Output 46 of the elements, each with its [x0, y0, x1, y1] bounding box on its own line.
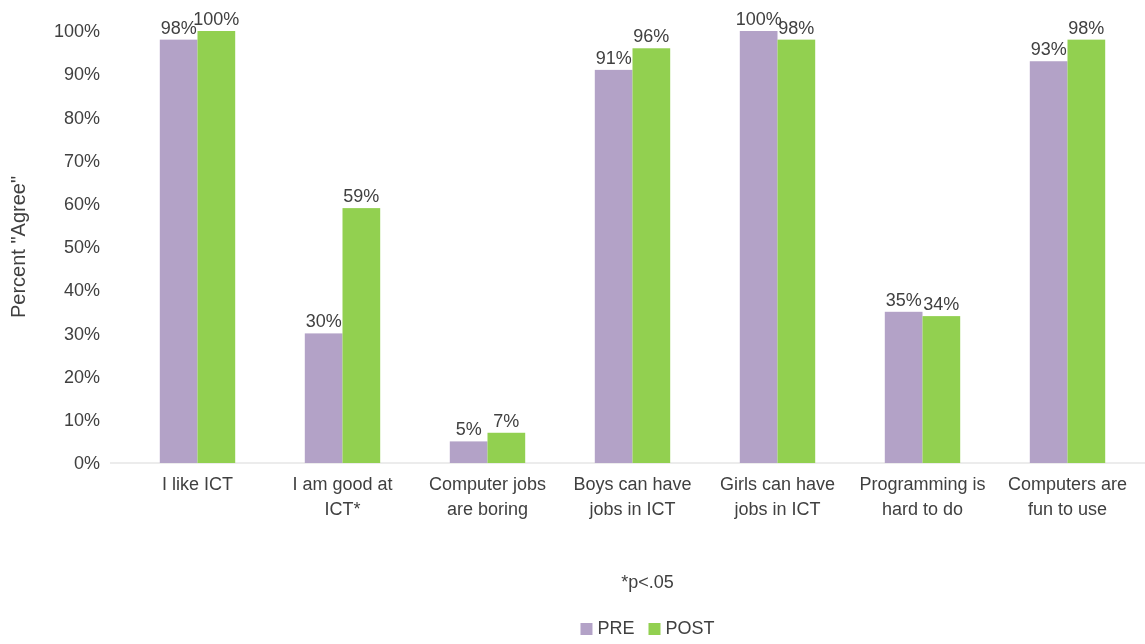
- data-label: 91%: [595, 47, 632, 68]
- x-tick-label: Programming is hard to do: [859, 474, 986, 519]
- x-tick-label: Boys can have jobs in ICT: [573, 474, 692, 519]
- y-tick-label: 90%: [63, 64, 100, 85]
- x-tick-label: Computers are fun to use: [1007, 474, 1128, 519]
- bar: [594, 69, 633, 463]
- y-tick-label: 70%: [63, 150, 100, 171]
- legend-label: POST: [665, 618, 715, 638]
- bar: [922, 316, 961, 463]
- x-tick-label: Girls can have jobs in ICT: [719, 474, 836, 519]
- data-label: 96%: [633, 26, 670, 47]
- x-tick-label: I am good at ICT*: [292, 474, 393, 519]
- bar: [304, 333, 343, 463]
- y-tick-label: 10%: [63, 410, 100, 431]
- data-label: 98%: [1068, 17, 1105, 38]
- bar: [1067, 39, 1106, 463]
- y-tick-label: 0%: [73, 453, 100, 474]
- bar: [1029, 61, 1068, 463]
- bar: [159, 39, 198, 463]
- bar: [777, 39, 816, 463]
- bar: [197, 31, 236, 463]
- x-tick-label: I like ICT: [161, 474, 234, 495]
- bar: [487, 432, 526, 463]
- y-tick-label: 60%: [63, 194, 100, 215]
- y-tick-label: 50%: [63, 237, 100, 258]
- bar: [342, 208, 381, 463]
- data-label: 5%: [455, 419, 482, 440]
- y-tick-label: 100%: [53, 21, 100, 42]
- y-tick-label: 20%: [63, 366, 100, 387]
- data-label: 35%: [885, 289, 922, 310]
- bar: [449, 441, 488, 463]
- data-label: 30%: [305, 311, 342, 332]
- y-axis-title: Percent "Agree": [7, 175, 29, 319]
- y-tick-label: 30%: [63, 323, 100, 344]
- data-label: 34%: [923, 294, 960, 315]
- bar: [739, 31, 778, 463]
- y-tick-label: 80%: [63, 107, 100, 128]
- bar: [884, 311, 923, 463]
- x-tick-label: Computer jobs are boring: [428, 474, 547, 519]
- bar: [632, 48, 671, 463]
- data-label: 93%: [1030, 39, 1067, 60]
- legend-label: PRE: [597, 618, 635, 638]
- data-label: 7%: [493, 410, 520, 431]
- x-axis-title: *p<.05: [621, 572, 674, 592]
- y-tick-label: 40%: [63, 280, 100, 301]
- data-label: 59%: [343, 186, 380, 207]
